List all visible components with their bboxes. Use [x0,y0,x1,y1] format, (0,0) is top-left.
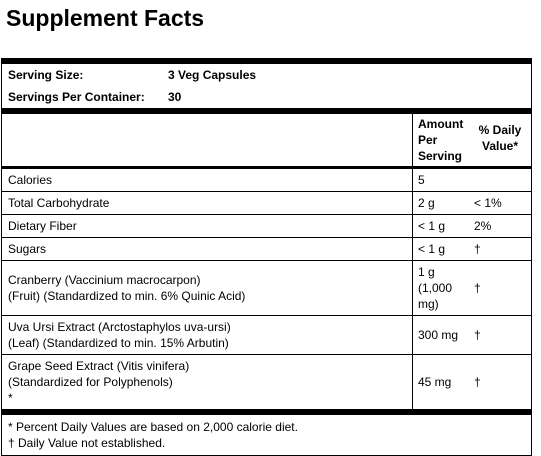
value: 3 Veg Capsules [168,68,257,82]
footnote: * Percent Daily Values are based on 2,00… [8,420,298,434]
daily-value: † [474,281,481,295]
rule [2,166,531,169]
nutrient-row: Calories 5 [2,169,531,191]
name-line: Cranberry (Vaccinium macrocarpon) [8,273,201,287]
name-line: Calories [8,173,53,187]
name-line: Sugars [8,242,47,256]
header: Amount Per Serving % Daily Value* [2,114,531,166]
facts-box: Serving Size: 3 Veg Capsules Servings Per… [1,58,532,456]
amount: < 1 g [418,242,446,256]
nutrient-name: Sugars [2,238,413,260]
name-line: (Standardized for Polyphenols) [8,375,173,389]
label: Serving Size: [8,68,84,82]
nutrient-name: Calories [2,169,413,191]
daily-value: † [474,328,481,342]
name-line: (Leaf) (Standardized to min. 15% Arbutin… [8,336,229,350]
nutrient-name: Cranberry (Vaccinium macrocarpon) (Fruit)… [2,261,413,315]
nutrient-name: Uva Ursi Extract (Arctostaphylos uva-urs… [2,316,413,354]
daily-value: † [474,242,481,256]
nutrient-row: Sugars < 1 g † [2,237,531,260]
rule [2,108,531,114]
amount: 2 g [418,196,435,210]
amount: 5 [418,173,425,187]
value: 30 [168,90,182,104]
daily-value: < 1% [474,196,502,210]
nutrient-name: Total Carbohydrate [2,192,413,214]
name-line: (Fruit) (Standardized to min. 6% Quinic … [8,289,246,303]
name-line: Dietary Fiber [8,219,77,233]
amount: 300 mg [418,328,459,342]
nutrient-name: Dietary Fiber [2,215,413,237]
rows: Calories 5 Total Carbohydrate 2 g < 1% Dietar… [2,169,531,409]
header-blank [2,114,413,166]
name-line: Total Carbohydrate [8,196,110,210]
footnotes: * Percent Daily Values are based on 2,00… [2,415,531,455]
rule [2,58,531,64]
servings-per-container: Servings Per Container: 30 [2,86,531,108]
footnote: † Daily Value not established. [8,436,166,450]
name-line: * [8,391,13,405]
amount: 45 mg [418,375,452,389]
label: Servings Per Container: [8,90,145,104]
name-line: Grape Seed Extract (Vitis vinifera) [8,359,190,373]
nutrient-name: Grape Seed Extract (Vitis vinifera) (Stan… [2,355,413,409]
nutrient-row: Dietary Fiber < 1 g 2% [2,214,531,237]
nutrient-row: Uva Ursi Extract (Arctostaphylos uva-urs… [2,315,531,354]
daily-value [468,169,531,191]
amount-header: Amount Per Serving [418,117,464,163]
nutrient-row: Total Carbohydrate 2 g < 1% [2,191,531,214]
amount: 1 g (1,000 mg) [418,265,453,311]
amount: < 1 g [418,219,446,233]
nutrient-row: Grape Seed Extract (Vitis vinifera) (Stan… [2,354,531,409]
nutrient-row: Cranberry (Vaccinium macrocarpon) (Fruit)… [2,260,531,315]
dv-header: % Daily Value* [478,123,522,153]
rule [2,409,531,415]
title: Supplement Facts [6,5,205,31]
daily-value: 2% [474,219,492,233]
serving-size: Serving Size: 3 Veg Capsules [2,64,531,86]
name-line: Uva Ursi Extract (Arctostaphylos uva-urs… [8,320,231,334]
daily-value: † [474,375,481,389]
